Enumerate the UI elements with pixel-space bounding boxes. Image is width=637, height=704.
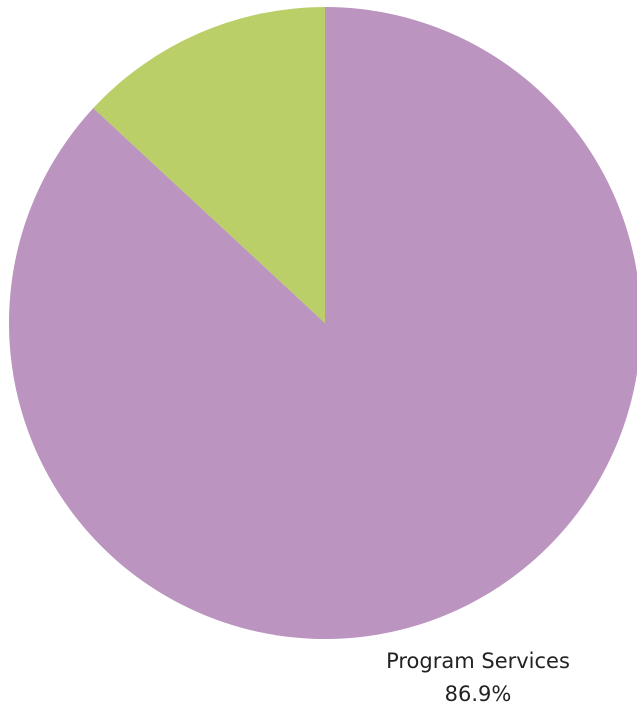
slice-value-program-services: 86.9%	[445, 682, 512, 704]
pie-slice-1	[93, 7, 325, 323]
pie-slice-program-services	[9, 7, 637, 639]
pie-slices	[9, 7, 637, 639]
pie-labels: Program Services 86.9%	[386, 649, 570, 704]
slice-label-program-services: Program Services	[386, 649, 570, 673]
